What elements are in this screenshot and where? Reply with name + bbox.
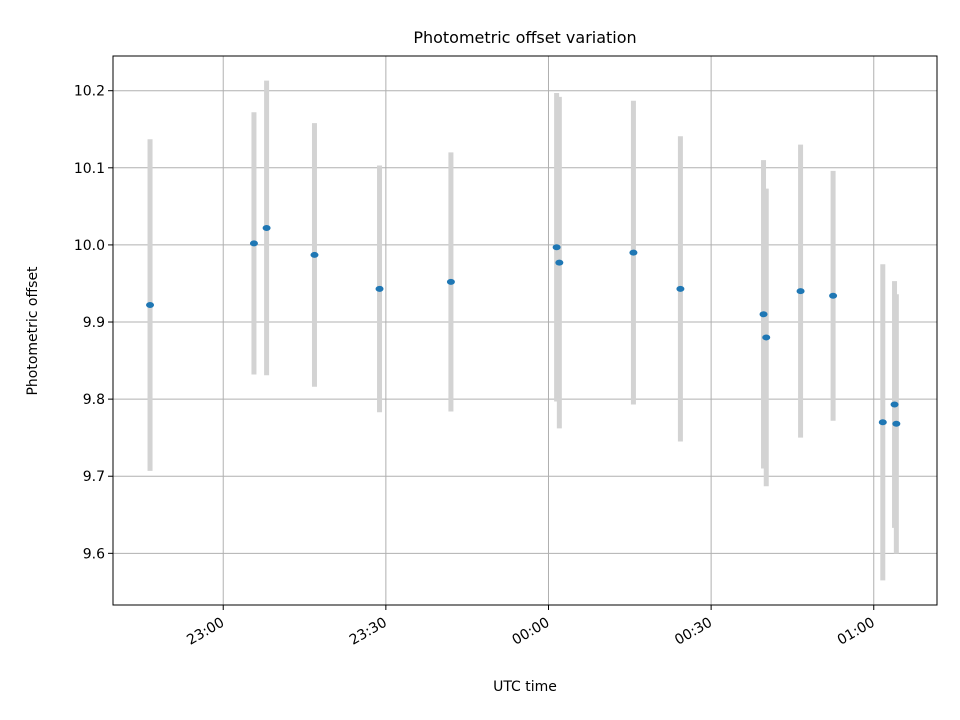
data-point [249,240,258,247]
data-point [555,259,564,266]
x-axis-label: UTC time [493,679,557,695]
data-point [762,334,771,341]
data-point [878,419,887,426]
data-point [146,302,155,309]
data-point [375,285,384,292]
y-tick-label: 9.9 [83,315,105,331]
data-point [890,401,899,408]
data-point [262,224,271,231]
data-point [829,292,838,299]
chart-title: Photometric offset variation [413,28,636,47]
y-tick-label: 9.6 [83,546,105,562]
data-point [552,244,561,251]
data-point [892,420,901,427]
y-tick-label: 9.7 [83,469,105,485]
y-tick-label: 10.2 [74,84,105,100]
marker-layer [146,224,901,427]
data-point [796,288,805,295]
data-point [629,249,638,256]
y-tick-label: 9.8 [83,392,105,408]
y-axis-ticks: 9.6 9.7 9.8 9.9 10.0 10.1 10.2 [74,84,113,562]
y-axis-label: Photometric offset [25,266,41,396]
y-tick-label: 10.1 [74,161,105,177]
data-point [759,311,768,318]
data-point [676,285,685,292]
plot-frame [112,55,938,606]
y-tick-label: 10.0 [74,238,105,254]
data-point [310,251,319,258]
data-point [446,278,455,285]
